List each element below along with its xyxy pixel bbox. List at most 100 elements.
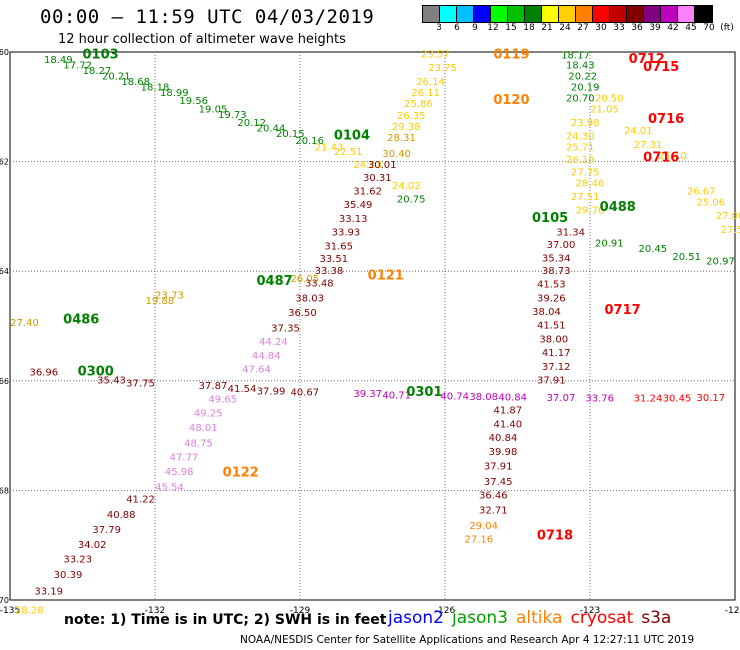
- wave-height-value: 20.75: [397, 195, 426, 206]
- wave-height-value: 38.03: [295, 293, 324, 304]
- colorbar-tick-label: 18: [523, 23, 535, 33]
- wave-height-value: 40.84: [489, 433, 518, 444]
- wave-height-value: 30.17: [697, 393, 726, 404]
- wave-height-value: 49.25: [194, 408, 223, 419]
- wave-height-value: 25.10: [658, 151, 687, 162]
- wave-height-value: 41.51: [537, 321, 566, 332]
- wave-height-value: 20.45: [639, 244, 668, 255]
- wave-height-value: 37.87: [199, 381, 228, 392]
- pass-number-label: 0301: [406, 385, 442, 400]
- wave-height-value: 40.88: [107, 510, 136, 521]
- wave-height-colorbar: [422, 5, 713, 23]
- pass-number-label: 0715: [643, 60, 679, 75]
- wave-height-value: 20.97: [706, 257, 735, 268]
- colorbar-swatch: [423, 6, 440, 22]
- wave-height-value: 32.71: [479, 505, 508, 516]
- colorbar-tick-label: 9: [472, 23, 478, 33]
- colorbar-swatch: [593, 6, 610, 22]
- wave-height-value: 35.34: [542, 253, 571, 264]
- wave-height-value: 18.27: [83, 66, 112, 77]
- wave-height-value: 33.93: [332, 228, 361, 239]
- wave-height-value: 36.46: [479, 491, 508, 502]
- wave-height-value: 20.19: [571, 82, 600, 93]
- wave-height-value: 18.68: [121, 77, 150, 88]
- wave-height-value: 19.73: [218, 110, 247, 121]
- wave-height-value: 20.44: [257, 123, 286, 134]
- wave-height-value: 36.96: [30, 367, 59, 378]
- wave-height-value: 37.12: [542, 362, 571, 373]
- units-note: note: 1) Time is in UTC; 2) SWH is in fe…: [64, 612, 387, 628]
- wave-height-value: 41.53: [537, 280, 566, 291]
- wave-height-value: 39.37: [353, 389, 382, 400]
- wave-height-value: 28.31: [387, 133, 416, 144]
- wave-height-value: 26.19: [566, 155, 595, 166]
- wave-height-value: 18.99: [160, 88, 189, 99]
- wave-height-value: 27.31: [634, 140, 663, 151]
- colorbar-swatch: [661, 6, 678, 22]
- wave-height-value: 26.67: [687, 186, 716, 197]
- colorbar-tick-label: 27: [577, 23, 589, 33]
- legend-altika: altika: [516, 608, 563, 628]
- wave-height-value: 45.98: [165, 467, 194, 478]
- longitude-label: -120: [725, 606, 740, 616]
- wave-height-value: 20.21: [102, 71, 131, 82]
- wave-height-value: 41.40: [494, 419, 523, 430]
- wave-height-value: 29.04: [469, 521, 498, 532]
- wave-height-value: 20.16: [295, 136, 324, 147]
- colorbar-swatch: [457, 6, 474, 22]
- wave-height-value: 24.01: [624, 126, 653, 137]
- colorbar-swatch: [525, 6, 542, 22]
- wave-height-value: 18.49: [44, 55, 73, 66]
- wave-height-value: 41.17: [542, 348, 571, 359]
- wave-height-value: 35.43: [97, 376, 126, 387]
- wave-height-value: 41.22: [126, 494, 155, 505]
- wave-height-value: 33.23: [63, 555, 92, 566]
- wave-height-value: 28.28: [15, 606, 44, 617]
- colorbar-tick-label: 12: [487, 23, 499, 33]
- wave-height-value: 37.79: [92, 525, 121, 536]
- wave-height-value: 20.12: [237, 118, 266, 129]
- wave-height-value: 30.01: [368, 160, 397, 171]
- wave-height-value: 38.73: [542, 266, 571, 277]
- satellite-legend: jason2 jason3 altika cryosat s3a: [388, 608, 679, 628]
- credit-line: NOAA/NESDIS Center for Satellite Applica…: [240, 634, 695, 646]
- wave-height-value: 19.88: [146, 296, 175, 307]
- wave-height-value: 30.45: [663, 394, 692, 405]
- colorbar-swatch: [474, 6, 491, 22]
- wave-height-value: 24.30: [566, 132, 595, 143]
- wave-height-value: 18.17: [561, 51, 590, 62]
- wave-height-value: 19.56: [179, 96, 208, 107]
- wave-height-value: 20.91: [595, 239, 624, 250]
- wave-height-value: 40.67: [291, 388, 320, 399]
- latitude-label: -66: [0, 377, 9, 386]
- wave-height-value: 30.31: [363, 173, 392, 184]
- colorbar-tick-label: 21: [541, 23, 553, 33]
- wave-height-value: 23.75: [428, 63, 457, 74]
- wave-height-value: 31.24: [634, 394, 663, 405]
- wave-height-value: 20.15: [276, 129, 305, 140]
- longitude-label: -126: [435, 606, 456, 616]
- colorbar-tick-label: 42: [667, 23, 679, 33]
- wave-height-value: 44.24: [259, 337, 288, 348]
- colorbar-swatch: [542, 6, 559, 22]
- wave-height-value: 26.05: [291, 274, 320, 285]
- wave-height-value: 39.26: [537, 293, 566, 304]
- wave-height-value: 33.19: [34, 587, 63, 598]
- wave-height-value: 27.57: [721, 225, 740, 236]
- wave-height-value: 21.43: [315, 143, 344, 154]
- colorbar-tick-label: 33: [613, 23, 625, 33]
- pass-number-label: 0122: [223, 466, 259, 481]
- wave-height-value: 40.74: [440, 391, 469, 402]
- wave-height-value: 33.76: [585, 394, 614, 405]
- wave-height-value: 31.34: [556, 228, 585, 239]
- colorbar-swatch: [644, 6, 661, 22]
- wave-height-value: 31.62: [353, 186, 382, 197]
- longitude-label: -129: [290, 606, 311, 616]
- colorbar-tick-labels: 3 6 9 12 15 18 21 24 27 30 33 36 39 42 45 70 (ft): [422, 23, 740, 35]
- wave-height-value: 40.71: [382, 390, 411, 401]
- latitude-label: -68: [0, 486, 9, 495]
- colorbar-swatch: [559, 6, 576, 22]
- wave-height-value: 35.49: [344, 200, 373, 211]
- wave-height-value: 25.71: [566, 143, 595, 154]
